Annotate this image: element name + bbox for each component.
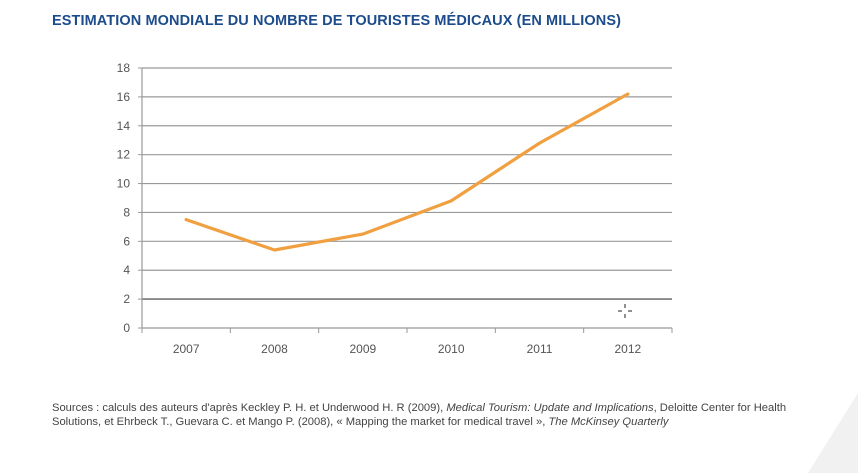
y-tick-label: 18 <box>117 61 131 75</box>
x-tick-label: 2009 <box>349 342 376 356</box>
x-tick-label: 2008 <box>261 342 288 356</box>
y-tick-label: 6 <box>123 234 130 248</box>
data-point <box>273 248 276 252</box>
y-tick-label: 16 <box>117 90 131 104</box>
sources-title-1: Medical Tourism: Update and Implications <box>446 402 654 414</box>
y-tick-label: 0 <box>123 321 130 335</box>
x-tick-label: 2010 <box>438 342 465 356</box>
background-decoration <box>808 393 858 473</box>
sources-title-2: The McKinsey Quarterly <box>548 416 669 428</box>
y-tick-label: 14 <box>117 119 131 133</box>
data-point <box>361 232 365 236</box>
sources-prefix: Sources : calculs des auteurs d'après Ke… <box>52 402 447 414</box>
sources-middle: , Deloitte Center for Health Solutions, … <box>52 402 787 428</box>
x-tick-label: 2011 <box>527 342 553 356</box>
data-point <box>184 218 188 222</box>
x-tick-label: 2007 <box>173 342 200 356</box>
y-tick-label: 8 <box>123 205 130 219</box>
y-tick-label: 12 <box>117 148 131 162</box>
data-point <box>538 141 541 145</box>
chart-title: ESTIMATION MONDIALE DU NOMBRE DE TOURIST… <box>52 13 622 29</box>
data-point <box>449 199 453 203</box>
y-tick-label: 10 <box>117 177 131 191</box>
series-line <box>184 92 630 252</box>
data-point <box>626 92 630 96</box>
x-tick-label: 2012 <box>614 342 641 356</box>
y-tick-label: 2 <box>123 292 130 306</box>
y-tick-label: 4 <box>123 263 130 277</box>
sources-note: Sources : calculs des auteurs d'après Ke… <box>52 401 812 429</box>
line-chart: 0 2 4 6 8 10 12 14 16 18 2007 2008 2009 2010 2011 2012 <box>117 61 673 356</box>
